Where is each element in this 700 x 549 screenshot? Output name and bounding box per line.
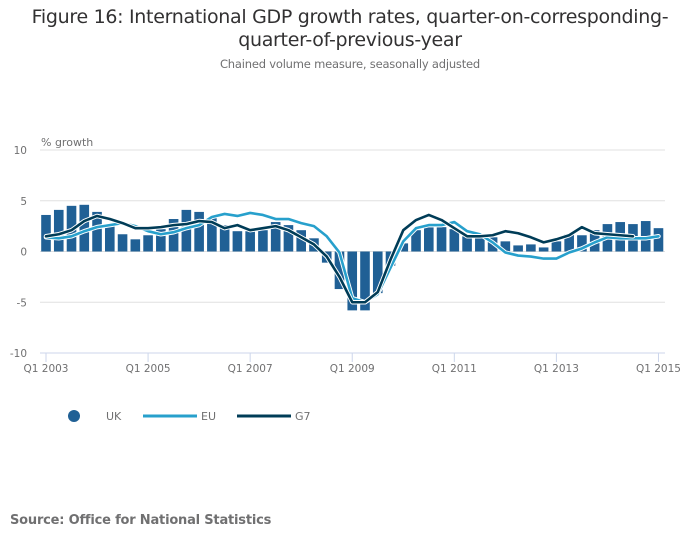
- uk-bar: [117, 234, 128, 252]
- uk-bar: [92, 211, 102, 252]
- source-note: Source: Office for National Statistics: [10, 513, 272, 528]
- uk-bar: [526, 244, 536, 252]
- uk-bar: [577, 235, 587, 252]
- uk-bar: [53, 209, 64, 252]
- uk-bar: [436, 227, 447, 252]
- g7-line: [44, 213, 635, 304]
- legend-item-g7[interactable]: G7: [237, 410, 311, 423]
- y-axis-tick-labels: 10 5 0 -5 -10: [10, 145, 27, 360]
- chart-title-line-2: quarter-of-previous-year: [238, 29, 462, 51]
- x-tick-label: Q1 2011: [432, 363, 477, 375]
- uk-bar: [245, 231, 255, 252]
- uk-bar: [258, 230, 268, 252]
- uk-bar: [105, 224, 115, 252]
- uk-bar: [398, 243, 409, 252]
- uk-bar: [283, 225, 294, 252]
- uk-bar: [551, 241, 562, 252]
- y-tick-label: -10: [10, 348, 27, 360]
- uk-bar: [219, 225, 230, 252]
- uk-bar: [449, 229, 460, 252]
- uk-bar: [296, 230, 306, 252]
- y-tick-label: -5: [17, 297, 27, 309]
- legend-item-eu[interactable]: EU: [143, 410, 216, 423]
- chart-title-line-1: Figure 16: International GDP growth rate…: [31, 6, 669, 28]
- uk-bar: [181, 209, 192, 252]
- uk-bar: [372, 251, 383, 294]
- y-tick-label: 5: [20, 196, 27, 208]
- series-lines: [43, 210, 661, 305]
- uk-bar: [270, 222, 281, 252]
- x-tick-label: Q1 2009: [330, 363, 375, 375]
- uk-bar: [538, 247, 549, 252]
- uk-bar: [79, 204, 90, 252]
- x-tick-label: Q1 2003: [23, 363, 68, 375]
- uk-bar: [411, 230, 421, 252]
- chart-subtitle: Chained volume measure, seasonally adjus…: [219, 57, 481, 71]
- uk-bar: [156, 229, 166, 252]
- legend-item-uk[interactable]: UK: [68, 410, 122, 423]
- legend-label: UK: [106, 410, 122, 423]
- uk-bar: [207, 218, 217, 252]
- legend-label: G7: [295, 410, 311, 423]
- uk-bar: [475, 237, 485, 252]
- uk-bar: [41, 214, 51, 252]
- y-tick-label: 0: [20, 247, 27, 259]
- uk-bar: [462, 236, 472, 252]
- uk-bar: [347, 251, 358, 311]
- chart-title: Figure 16: International GDP growth rate…: [0, 6, 700, 52]
- x-tick-label: Q1 2005: [126, 363, 171, 375]
- legend: UK EU G7: [68, 410, 311, 423]
- x-tick-label: Q1 2015: [636, 363, 681, 375]
- uk-bar: [130, 239, 141, 252]
- x-tick-label: Q1 2007: [228, 363, 273, 375]
- uk-bar: [168, 219, 179, 252]
- x-tick-label: Q1 2013: [534, 363, 579, 375]
- uk-bar: [500, 241, 511, 252]
- legend-label: EU: [201, 410, 216, 423]
- uk-bar: [653, 228, 664, 252]
- y-axis-label: % growth: [41, 136, 93, 149]
- uk-bar: [513, 245, 523, 252]
- uk-bar: [424, 227, 434, 252]
- y-tick-label: 10: [14, 145, 27, 157]
- uk-bar: [334, 251, 345, 290]
- legend-marker-circle: [68, 410, 80, 422]
- uk-bar: [232, 231, 243, 252]
- uk-bar: [564, 234, 574, 252]
- uk-bar: [360, 251, 370, 311]
- uk-bar: [194, 211, 204, 252]
- x-axis: Q1 2003 Q1 2005 Q1 2007 Q1 2009 Q1 2011 Q1 20…: [23, 352, 681, 375]
- uk-bar: [143, 235, 153, 252]
